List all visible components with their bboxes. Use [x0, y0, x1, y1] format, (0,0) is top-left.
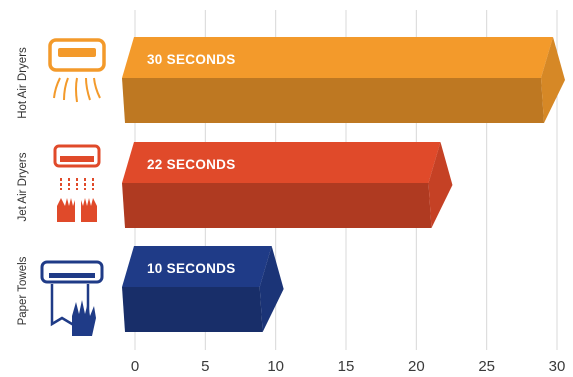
dryer-vent	[60, 156, 94, 162]
bar-end-face	[259, 246, 284, 332]
hot-air-stream	[53, 77, 61, 99]
category-icons	[40, 38, 106, 336]
x-tick-label: 30	[549, 358, 566, 375]
bar: 30 SECONDS	[122, 37, 565, 123]
right-hand	[81, 198, 97, 222]
category-label: Paper Towels	[17, 256, 29, 325]
x-tick-label: 5	[201, 358, 209, 375]
hot-air-stream	[75, 77, 78, 103]
bar: 10 SECONDS	[122, 246, 284, 332]
dispenser-slot	[49, 273, 95, 278]
jet-air-dryer-icon	[53, 144, 101, 222]
dryer-body	[53, 144, 101, 168]
category-label: Jet Air Dryers	[17, 152, 29, 221]
bar-top-face	[122, 142, 441, 183]
category-labels: Hot Air Dryers Jet Air Dryers Paper Towels	[17, 47, 29, 325]
bar-data-label: 30 SECONDS	[147, 52, 236, 67]
bar-front-face	[122, 287, 263, 332]
bars: 30 SECONDS 22 SECONDS 10 SECONDS	[122, 37, 565, 332]
dryer-body	[48, 38, 106, 72]
dispenser-body	[40, 260, 104, 284]
left-hand	[57, 198, 75, 222]
hot-air-stream	[63, 77, 69, 101]
hot-air-stream	[93, 77, 101, 99]
bar-top-face	[122, 246, 272, 287]
bar-front-face	[122, 78, 544, 123]
x-tick-label: 20	[408, 358, 425, 375]
bar: 22 SECONDS	[122, 142, 453, 228]
paper-towel-dispenser-icon	[40, 260, 104, 336]
x-tick-label: 15	[338, 358, 355, 375]
bar-top-face	[122, 37, 553, 78]
x-tick-label: 10	[267, 358, 284, 375]
dryer-vent	[58, 48, 96, 57]
bar-end-face	[428, 142, 453, 228]
x-tick-label: 0	[131, 358, 139, 375]
category-label: Hot Air Dryers	[17, 47, 29, 119]
bar-end-face	[541, 37, 565, 123]
x-axis-ticks: 0 5 10 15 20 25 30	[131, 358, 566, 375]
x-tick-label: 25	[478, 358, 495, 375]
hot-air-stream	[85, 77, 91, 101]
bar-front-face	[122, 183, 432, 228]
bar-data-label: 22 SECONDS	[147, 157, 236, 172]
hot-air-dryer-icon	[48, 38, 106, 103]
bar-data-label: 10 SECONDS	[147, 261, 236, 276]
hand	[72, 300, 96, 336]
